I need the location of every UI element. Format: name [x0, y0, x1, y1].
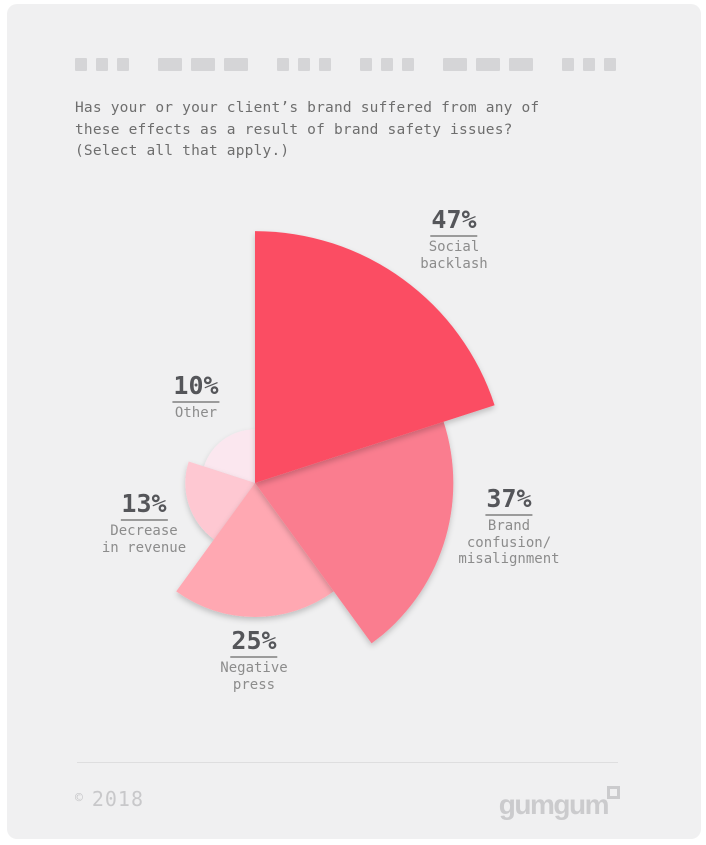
- redacted-block: [277, 58, 289, 71]
- redacted-blocks-row: [75, 58, 616, 71]
- gumgum-wordmark: gumgum: [498, 789, 610, 820]
- redacted-block: [381, 58, 393, 71]
- redacted-block: [360, 58, 372, 71]
- footer-divider: [77, 762, 618, 763]
- redacted-block-group: [277, 58, 331, 71]
- redacted-block: [224, 58, 248, 71]
- redacted-block: [96, 58, 108, 71]
- gumgum-square-icon: [607, 786, 620, 799]
- redacted-block: [191, 58, 215, 71]
- redacted-block: [319, 58, 331, 71]
- redacted-block: [158, 58, 182, 71]
- gumgum-logo: gumgum: [498, 786, 620, 820]
- redacted-block-group: [75, 58, 129, 71]
- copyright-year: 2018: [91, 787, 144, 811]
- redacted-block-group: [158, 58, 248, 71]
- copyright-text: © 2018: [75, 789, 144, 809]
- redacted-block: [509, 58, 533, 71]
- redacted-block: [402, 58, 414, 71]
- redacted-block: [298, 58, 310, 71]
- redacted-block: [562, 58, 574, 71]
- redacted-block-group: [562, 58, 616, 71]
- redacted-block: [117, 58, 129, 71]
- redacted-block: [604, 58, 616, 71]
- redacted-block: [75, 58, 87, 71]
- question-text: Has your or your client’s brand suffered…: [75, 100, 540, 159]
- redacted-block-group: [443, 58, 533, 71]
- redacted-block-group: [360, 58, 414, 71]
- redacted-block: [476, 58, 500, 71]
- redacted-block: [443, 58, 467, 71]
- redacted-block: [583, 58, 595, 71]
- copyright-icon: ©: [75, 791, 84, 806]
